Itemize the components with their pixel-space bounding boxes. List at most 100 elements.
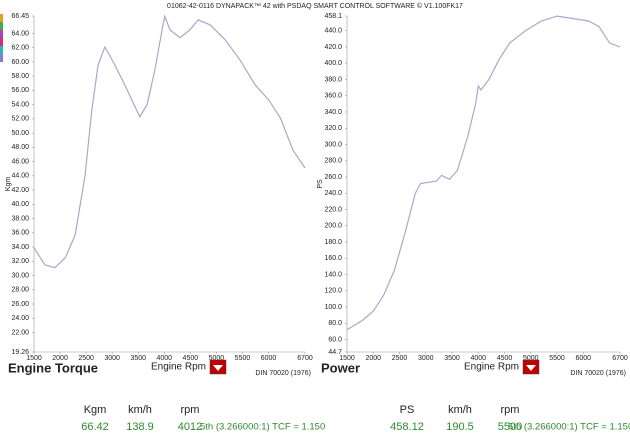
y-tick-label: 62.00	[11, 45, 29, 52]
y-tick-label: 48.00	[11, 144, 29, 151]
x-tick-label: 5500	[549, 355, 565, 362]
y-tick-label: 380.0	[324, 76, 342, 83]
y-tick-label: 54.00	[11, 101, 29, 108]
y-tick-label: 260.0	[324, 174, 342, 181]
y-tick-label: 66.45	[11, 13, 29, 20]
y-tick-label: 280.0	[324, 158, 342, 165]
strip-swatch	[0, 46, 3, 54]
y-tick-label: 32.00	[11, 258, 29, 265]
y-tick-label: 180.0	[324, 239, 342, 246]
y-tick-label: 50.00	[11, 130, 29, 137]
x-tick-label: 6000	[575, 355, 591, 362]
strip-swatch	[0, 14, 3, 22]
readout-header: km/h	[128, 404, 152, 416]
x-tick-label: 3000	[418, 355, 434, 362]
x-tick-label: 4500	[183, 355, 199, 362]
readout-value: 5500	[498, 421, 522, 433]
x-tick-label: 4000	[470, 355, 486, 362]
y-tick-label: 44.7	[328, 349, 342, 356]
y-tick-label: 120.0	[324, 288, 342, 295]
y-tick-label: 458.1	[324, 13, 342, 20]
x-tick-label: 6000	[261, 355, 277, 362]
x-tick-label: 5500	[235, 355, 251, 362]
gear-info: 5th (3.266000:1) TCF = 1.150	[200, 422, 325, 433]
y-tick-label: 22.00	[11, 329, 29, 336]
y-tick-label: 140.0	[324, 271, 342, 278]
x-tick-label: 3000	[104, 355, 120, 362]
y-tick-label: 420.0	[324, 44, 342, 51]
y-tick-label: 28.00	[11, 287, 29, 294]
readout-header: Kgm	[84, 404, 107, 416]
y-tick-label: 60.0	[328, 336, 342, 343]
y-tick-label: 160.0	[324, 255, 342, 262]
y-tick-label: 44.00	[11, 173, 29, 180]
color-strip	[0, 14, 3, 62]
x-tick-label: 2000	[365, 355, 381, 362]
y-tick-label: 220.0	[324, 206, 342, 213]
dropdown-arrow	[213, 365, 223, 371]
y-tick-label: 19.26	[11, 349, 29, 356]
x-tick-label: 6700	[297, 355, 313, 362]
y-tick-label: 24.00	[11, 315, 29, 322]
readout-header: rpm	[181, 404, 200, 416]
x-axis-title: Engine Rpm	[464, 362, 519, 373]
chart-title: Engine Torque	[8, 360, 98, 375]
y-tick-label: 80.0	[328, 320, 342, 327]
x-tick-label: 4500	[497, 355, 513, 362]
x-tick-label: 1500	[26, 355, 42, 362]
readout-header: km/h	[448, 404, 472, 416]
y-tick-label: 36.00	[11, 230, 29, 237]
strip-swatch	[0, 54, 3, 62]
y-axis-title: PS	[317, 179, 324, 189]
x-tick-label: 5000	[523, 355, 539, 362]
x-tick-label: 1500	[339, 355, 355, 362]
y-tick-label: 40.00	[11, 201, 29, 208]
y-tick-label: 60.00	[11, 59, 29, 66]
y-tick-label: 300.0	[324, 141, 342, 148]
y-tick-label: 38.00	[11, 215, 29, 222]
y-tick-label: 52.00	[11, 116, 29, 123]
readout-header: PS	[400, 404, 415, 416]
x-tick-label: 5000	[209, 355, 225, 362]
chart-title: Power	[321, 360, 360, 375]
x-tick-label: 2500	[392, 355, 408, 362]
readout-value: 4012	[178, 421, 202, 433]
din-note: DIN 70020 (1976)	[570, 370, 626, 377]
x-tick-label: 2500	[78, 355, 94, 362]
data-line	[346, 15, 621, 331]
header-title: 01062-42-0116 DYNAPACK™ 42 with PSDAQ SM…	[167, 2, 463, 10]
y-tick-label: 58.00	[11, 73, 29, 80]
strip-swatch	[0, 30, 3, 38]
y-tick-label: 26.00	[11, 301, 29, 308]
readout-value: 190.5	[446, 421, 474, 433]
y-tick-label: 64.00	[11, 30, 29, 37]
din-note: DIN 70020 (1976)	[255, 370, 311, 377]
readout-value: 138.9	[126, 421, 154, 433]
y-tick-label: 360.0	[324, 93, 342, 100]
dropdown-arrow	[526, 365, 536, 371]
y-axis-title: Kgm	[5, 177, 12, 192]
readout-header: rpm	[501, 404, 520, 416]
x-tick-label: 6700	[612, 355, 628, 362]
y-tick-label: 42.00	[11, 187, 29, 194]
y-tick-label: 340.0	[324, 109, 342, 116]
y-tick-label: 440.0	[324, 28, 342, 35]
y-tick-label: 56.00	[11, 87, 29, 94]
y-tick-label: 400.0	[324, 60, 342, 67]
y-tick-label: 200.0	[324, 223, 342, 230]
y-tick-label: 34.00	[11, 244, 29, 251]
y-tick-label: 240.0	[324, 190, 342, 197]
strip-swatch	[0, 38, 3, 46]
y-tick-label: 100.0	[324, 304, 342, 311]
readout-value: 66.42	[81, 421, 109, 433]
readout-value: 458.12	[390, 421, 424, 433]
x-tick-label: 3500	[130, 355, 146, 362]
strip-swatch	[0, 22, 3, 30]
y-tick-label: 320.0	[324, 125, 342, 132]
x-tick-label: 2000	[52, 355, 68, 362]
x-tick-label: 4000	[156, 355, 172, 362]
data-line	[33, 14, 306, 269]
x-tick-label: 3500	[444, 355, 460, 362]
gear-info: 5th (3.266000:1) TCF = 1.150	[508, 422, 630, 433]
